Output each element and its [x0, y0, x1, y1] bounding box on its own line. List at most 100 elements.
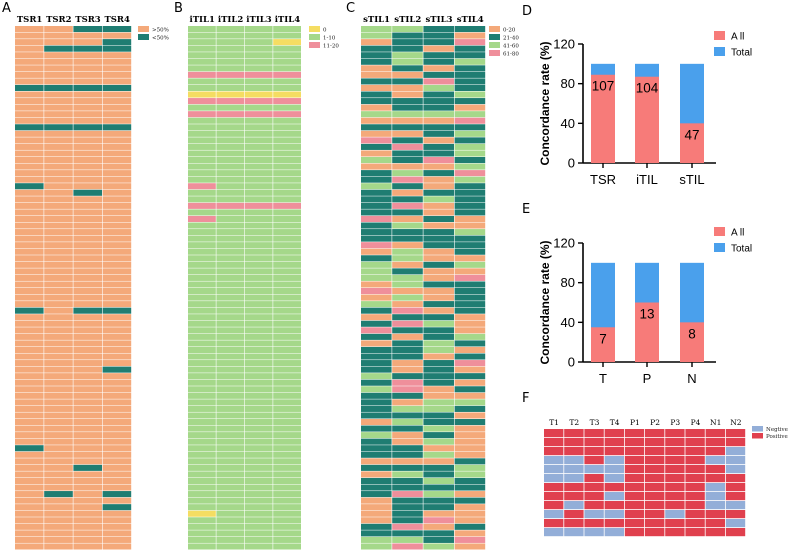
- heatmap-cell: [44, 346, 73, 353]
- heatmap-cell: [273, 157, 301, 164]
- heatmap-cell: [705, 501, 725, 510]
- heatmap-cell: [188, 497, 216, 504]
- heatmap-cell: [44, 202, 73, 209]
- heatmap-cell: [584, 429, 604, 438]
- heatmap-cell: [273, 314, 301, 321]
- heatmap-cell: [244, 360, 273, 367]
- heatmap-cell: [15, 229, 44, 236]
- heatmap-cell: [244, 235, 273, 242]
- heatmap-cell: [44, 366, 73, 373]
- heatmap-cell: [392, 281, 423, 288]
- heatmap-cell: [454, 189, 486, 196]
- heatmap-cell: [273, 464, 301, 471]
- heatmap-cell: [15, 543, 44, 550]
- heatmap-cell: [604, 528, 624, 537]
- heatmap-cell: [423, 32, 454, 39]
- heatmap-cell: [102, 117, 132, 124]
- heatmap-cell: [624, 447, 645, 456]
- heatmap-cell: [361, 104, 392, 111]
- heatmap-cell: [102, 392, 132, 399]
- heatmap-cell: [102, 84, 132, 91]
- legend-swatch: [138, 34, 149, 40]
- heatmap-cell: [454, 261, 486, 268]
- heatmap-cell: [273, 497, 301, 504]
- heatmap-cell: [423, 471, 454, 478]
- heatmap-cell: [361, 229, 392, 236]
- heatmap-cell: [604, 465, 624, 474]
- heatmap-cell: [705, 456, 725, 465]
- heatmap-cell: [244, 98, 273, 105]
- column-label-stil4: sTIL4: [457, 15, 484, 25]
- heatmap-cell: [423, 353, 454, 360]
- heatmap-cell: [423, 294, 454, 301]
- heatmap-cell: [244, 543, 273, 550]
- heatmap-cell: [361, 340, 392, 347]
- heatmap-cell: [624, 483, 645, 492]
- heatmap-cell: [544, 519, 564, 528]
- heatmap-cell: [44, 98, 73, 105]
- heatmap-cell: [361, 504, 392, 511]
- heatmap-cell: [44, 71, 73, 78]
- heatmap-cell: [44, 39, 73, 46]
- heatmap-cell: [423, 261, 454, 268]
- heatmap-cell: [73, 451, 102, 458]
- heatmap-cell: [188, 189, 216, 196]
- heatmap-cell: [454, 124, 486, 131]
- heatmap-cell: [423, 451, 454, 458]
- heatmap-cell: [102, 45, 132, 52]
- legend-swatch: [309, 26, 320, 32]
- heatmap-cell: [645, 447, 665, 456]
- heatmap-cell: [15, 392, 44, 399]
- heatmap-cell: [273, 425, 301, 432]
- heatmap-cell: [273, 288, 301, 295]
- heatmap-cell: [361, 419, 392, 426]
- heatmap-cell: [188, 471, 216, 478]
- heatmap-cell: [604, 483, 624, 492]
- heatmap-cell: [216, 45, 245, 52]
- heatmap-cell: [361, 84, 392, 91]
- heatmap-cell: [188, 176, 216, 183]
- heatmap-cell: [188, 32, 216, 39]
- heatmap-cell: [392, 340, 423, 347]
- heatmap-cell: [188, 143, 216, 150]
- heatmap-cell: [73, 202, 102, 209]
- heatmap-cell: [216, 451, 245, 458]
- heatmap-cell: [102, 517, 132, 524]
- heatmap-cell: [392, 52, 423, 59]
- heatmap-cell: [725, 447, 746, 456]
- heatmap-cell: [73, 183, 102, 190]
- heatmap-cell: [216, 419, 245, 426]
- heatmap-cell: [216, 530, 245, 537]
- heatmap-cell: [102, 91, 132, 98]
- heatmap-cell: [584, 510, 604, 519]
- heatmap-cell: [361, 327, 392, 334]
- heatmap-cell: [44, 176, 73, 183]
- column-label-tsr3: TSR3: [75, 15, 101, 25]
- legend-swatch: [714, 31, 725, 40]
- heatmap-cell: [73, 58, 102, 65]
- heatmap-cell: [44, 451, 73, 458]
- heatmap-cell: [454, 104, 486, 111]
- heatmap-cell: [44, 157, 73, 164]
- heatmap-cell: [273, 412, 301, 419]
- heatmap-cell: [15, 274, 44, 281]
- heatmap-cell: [73, 84, 102, 91]
- x-tick-label: iTIL: [636, 172, 658, 187]
- heatmap-cell: [584, 528, 604, 537]
- heatmap-cell: [392, 412, 423, 419]
- heatmap-cell: [102, 504, 132, 511]
- heatmap-cell: [392, 202, 423, 209]
- heatmap-cell: [73, 346, 102, 353]
- legend-label: <50%: [152, 36, 169, 42]
- heatmap-cell: [564, 429, 584, 438]
- column-label-stil2: sTIL2: [394, 15, 421, 25]
- heatmap-cell: [216, 98, 245, 105]
- heatmap-cell: [564, 447, 584, 456]
- heatmap-cell: [645, 492, 665, 501]
- legend-label: 61-80: [503, 52, 519, 58]
- heatmap-cell: [423, 307, 454, 314]
- heatmap-cell: [216, 117, 245, 124]
- heatmap-cell: [44, 530, 73, 537]
- heatmap-cell: [665, 429, 685, 438]
- heatmap-cell: [73, 386, 102, 393]
